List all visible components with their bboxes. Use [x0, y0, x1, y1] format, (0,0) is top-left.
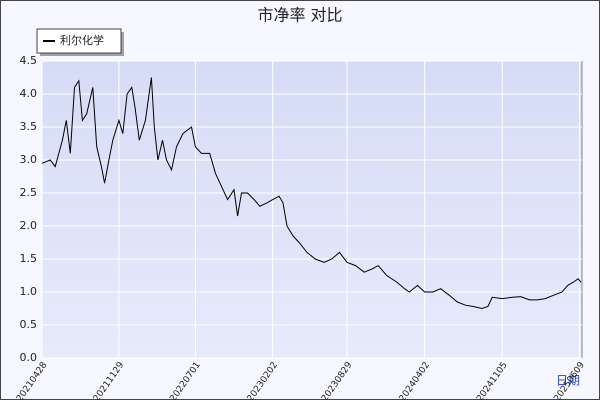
y-tick-label: 0.0 [20, 351, 38, 364]
plot-area [41, 60, 583, 359]
y-tick-label: 3.5 [20, 120, 38, 133]
y-tick-label: 4.0 [20, 87, 38, 100]
chart-title: 市净率 对比 [257, 6, 342, 25]
y-tick-label: 4.5 [20, 54, 38, 67]
y-tick-label: 1.5 [20, 252, 38, 265]
y-tick-label: 0.5 [20, 318, 38, 331]
y-tick-label: 2.5 [20, 186, 38, 199]
x-axis-label: 日期 [556, 374, 580, 388]
y-tick-label: 3.0 [20, 153, 38, 166]
series-line [41, 77, 582, 310]
legend-label: 利尔化学 [60, 33, 104, 47]
y-tick-label: 2.0 [20, 219, 38, 232]
y-tick-label: 1.0 [20, 285, 38, 298]
